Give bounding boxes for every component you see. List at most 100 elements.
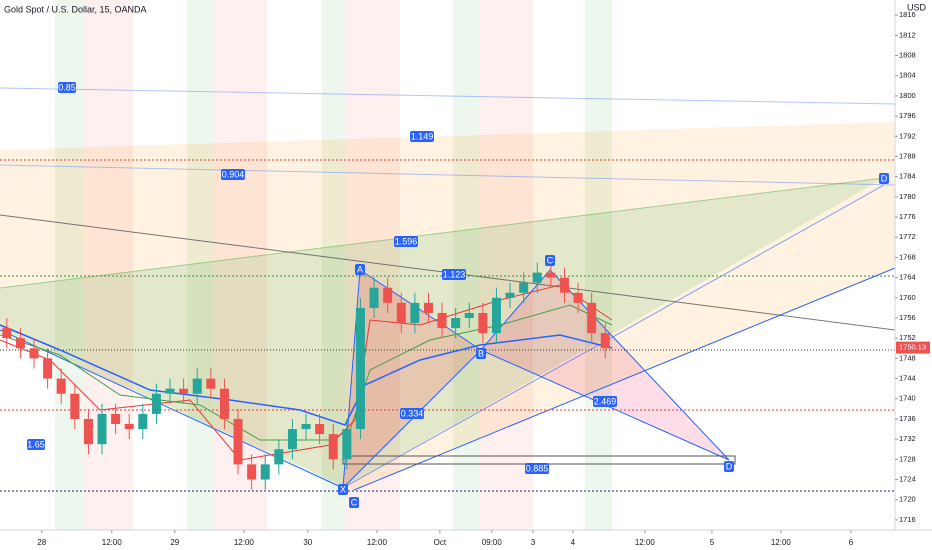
point-text: C bbox=[547, 255, 554, 265]
label: 0.85 bbox=[58, 82, 76, 93]
y-tick-label: 1816 bbox=[899, 10, 916, 19]
x-tick-label: 12:00 bbox=[635, 538, 656, 547]
candle-body bbox=[165, 388, 175, 394]
x-tick-label: 30 bbox=[303, 538, 312, 547]
candle-body bbox=[83, 418, 93, 445]
y-tick-label: 1808 bbox=[899, 51, 916, 60]
x-tick-label: 4 bbox=[571, 538, 576, 547]
point-text: X bbox=[340, 484, 346, 494]
label: 0.904 bbox=[221, 169, 245, 180]
x-tick-label: Oct bbox=[434, 538, 447, 547]
y-tick-label: 1800 bbox=[899, 91, 916, 100]
last-price-label: 1750.13 bbox=[899, 343, 926, 352]
point: D bbox=[879, 173, 889, 184]
candle-body bbox=[274, 449, 284, 465]
label: 0.334 bbox=[400, 408, 424, 419]
y-tick-label: 1748 bbox=[899, 353, 916, 362]
y-tick-label: 1716 bbox=[899, 515, 916, 524]
point: C bbox=[545, 255, 555, 266]
y-tick-label: 1780 bbox=[899, 192, 916, 201]
label: 2.469 bbox=[593, 396, 617, 407]
label-text: 1.65 bbox=[27, 439, 45, 449]
label-text: 0.334 bbox=[401, 408, 424, 418]
label-text: 0.85 bbox=[58, 82, 76, 92]
y-tick-label: 1736 bbox=[899, 414, 916, 423]
candle-body bbox=[70, 393, 80, 419]
candle-body bbox=[478, 312, 488, 334]
label: 1.596 bbox=[394, 236, 418, 247]
candle-body bbox=[396, 302, 406, 324]
candle-body bbox=[532, 272, 542, 283]
label-text: 0.904 bbox=[222, 169, 245, 179]
candle-body bbox=[423, 302, 433, 313]
x-tick-label: 6 bbox=[849, 538, 854, 547]
candle-body bbox=[2, 328, 12, 339]
candle-body bbox=[437, 312, 447, 329]
x-tick-label: 12:00 bbox=[102, 538, 123, 547]
candle-body bbox=[505, 292, 515, 298]
y-tick-label: 1796 bbox=[899, 111, 916, 120]
candle-body bbox=[247, 464, 257, 480]
candle-body bbox=[573, 292, 583, 303]
x-tick-label: 12:00 bbox=[234, 538, 255, 547]
candle-body bbox=[138, 413, 148, 430]
candle-body bbox=[15, 338, 25, 349]
label: 0.885 bbox=[525, 463, 549, 474]
candle-body bbox=[328, 434, 338, 460]
candle-body bbox=[451, 318, 461, 329]
price-axis bbox=[895, 0, 932, 550]
candle-body bbox=[97, 413, 107, 445]
x-tick-label: 5 bbox=[710, 538, 715, 547]
point-text: B bbox=[478, 348, 484, 358]
point-text: D bbox=[726, 461, 733, 471]
candle-body bbox=[355, 307, 365, 430]
candle-body bbox=[315, 424, 325, 435]
point-text: C bbox=[351, 497, 358, 507]
candle-body bbox=[111, 413, 121, 424]
y-tick-label: 1728 bbox=[899, 454, 916, 463]
label-text: 1.149 bbox=[411, 131, 434, 141]
candle-body bbox=[206, 378, 216, 389]
candle-body bbox=[233, 418, 243, 465]
candle-body bbox=[600, 333, 610, 349]
point: X bbox=[338, 484, 348, 495]
candle-body bbox=[219, 388, 229, 419]
x-tick-label: 29 bbox=[170, 538, 179, 547]
x-tick-label: 12:00 bbox=[367, 538, 388, 547]
candle-body bbox=[124, 424, 134, 430]
y-tick-label: 1788 bbox=[899, 151, 916, 160]
point: C bbox=[349, 497, 359, 508]
point: D bbox=[724, 461, 734, 472]
pattern-drawings bbox=[0, 87, 896, 492]
y-tick-label: 1772 bbox=[899, 232, 916, 241]
y-tick-label: 1724 bbox=[899, 475, 916, 484]
y-tick-label: 1792 bbox=[899, 131, 916, 140]
candle-body bbox=[587, 302, 597, 334]
label-text: 0.885 bbox=[526, 463, 549, 473]
point-text: D bbox=[881, 173, 888, 183]
candle-body bbox=[287, 429, 297, 450]
label-text: 2.469 bbox=[594, 396, 617, 406]
candle-body bbox=[464, 312, 474, 318]
label-text: 1.596 bbox=[395, 236, 418, 246]
point: A bbox=[355, 264, 365, 275]
label-text: 1.123 bbox=[443, 269, 466, 279]
x-tick-label: 3 bbox=[531, 538, 536, 547]
candle-body bbox=[546, 272, 556, 278]
label: 1.123 bbox=[442, 269, 466, 280]
y-tick-label: 1764 bbox=[899, 273, 916, 282]
candle-body bbox=[519, 282, 529, 293]
candle-body bbox=[559, 277, 569, 293]
y-tick-label: 1744 bbox=[899, 374, 916, 383]
candle-body bbox=[491, 297, 501, 334]
candles bbox=[2, 262, 610, 490]
candle-body bbox=[301, 424, 311, 430]
candle-body bbox=[383, 287, 393, 303]
candle-body bbox=[179, 388, 189, 394]
label: 1.149 bbox=[410, 131, 434, 142]
y-tick-label: 1760 bbox=[899, 293, 916, 302]
y-tick-label: 1784 bbox=[899, 172, 916, 181]
candle-body bbox=[151, 393, 161, 414]
y-tick-label: 1732 bbox=[899, 434, 916, 443]
